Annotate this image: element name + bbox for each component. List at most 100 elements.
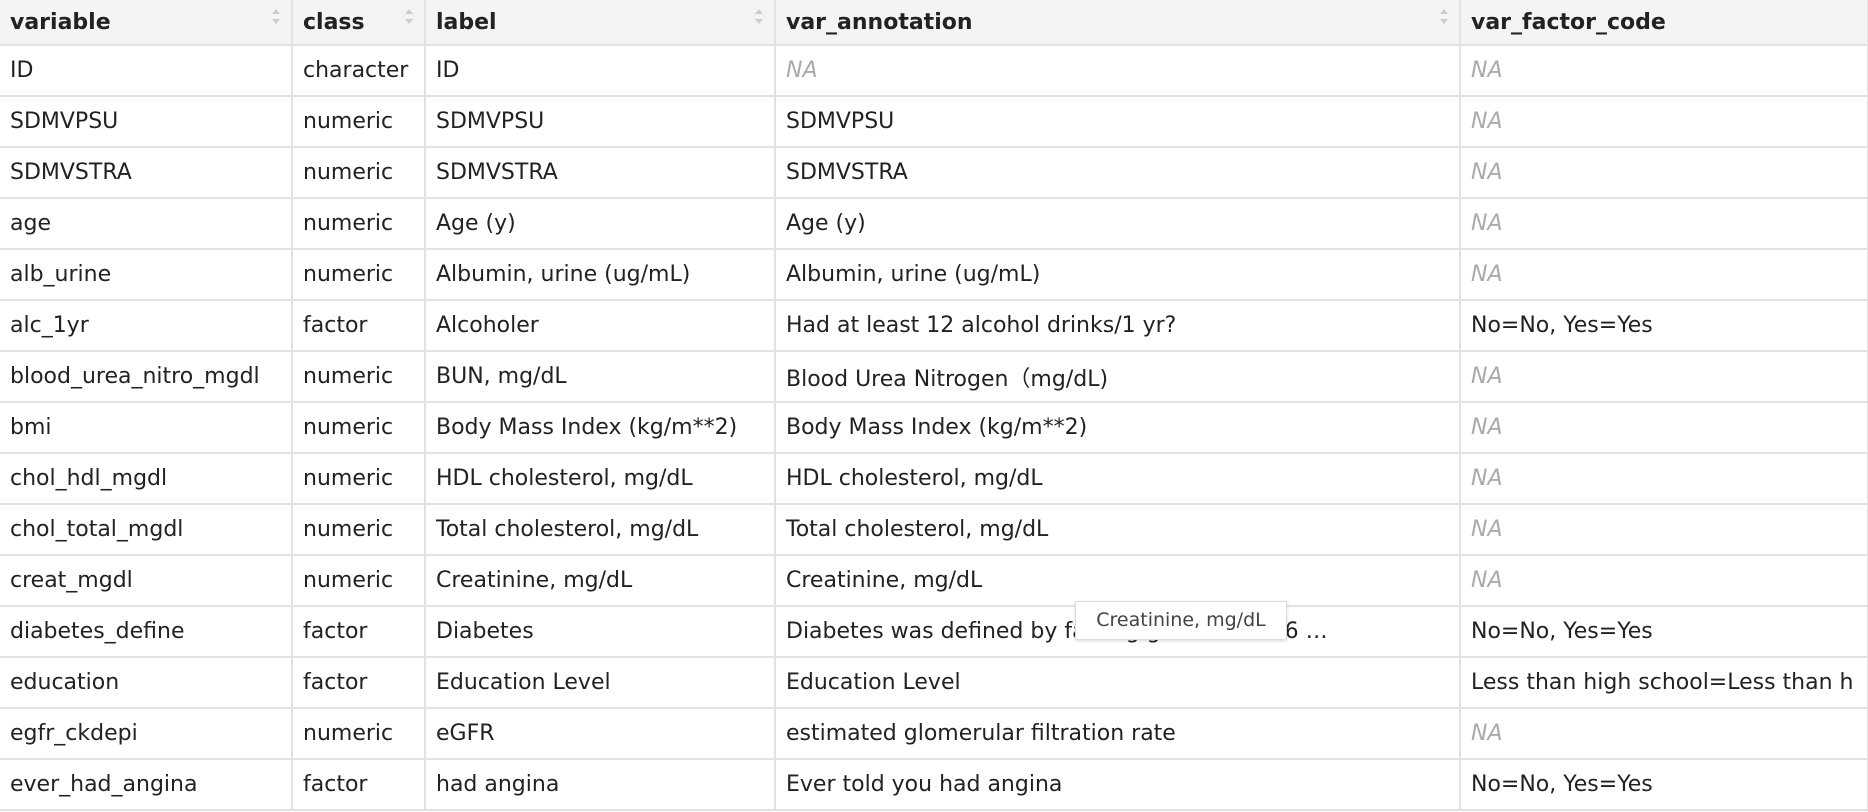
sort-icon[interactable]	[1439, 6, 1449, 28]
sort-icon[interactable]	[271, 6, 281, 28]
table-cell: NA	[1460, 708, 1868, 760]
table-cell: Ever told you had angina	[775, 759, 1461, 811]
table-row: SDMVPSU numeric SDMVPSU SDMVPSU NA	[0, 96, 1868, 148]
table-cell: Diabetes	[425, 606, 776, 658]
table-cell: SDMVSTRA	[775, 147, 1461, 199]
table-cell: NA	[1460, 198, 1868, 250]
table-cell: education	[0, 657, 293, 709]
table-cell: alc_1yr	[0, 300, 293, 352]
column-title: label	[436, 9, 497, 35]
table-cell: Total cholesterol, mg/dL	[775, 504, 1461, 556]
table-cell: alb_urine	[0, 249, 293, 301]
table-cell: BUN, mg/dL	[425, 351, 776, 403]
table-cell: Body Mass Index (kg/m**2)	[425, 402, 776, 454]
table-cell: No=No, Yes=Yes	[1460, 759, 1868, 811]
table-cell: Total cholesterol, mg/dL	[425, 504, 776, 556]
table-cell: Education Level	[425, 657, 776, 709]
table-cell: Albumin, urine (ug/mL)	[775, 249, 1461, 301]
table-cell: SDMVSTRA	[0, 147, 293, 199]
table-row: chol_hdl_mgdl numeric HDL cholesterol, mg/…	[0, 453, 1868, 505]
table-row: alb_urine numeric Albumin, urine (ug/mL) Al…	[0, 249, 1868, 301]
table-row: egfr_ckdepi numeric eGFR estimated glomerul…	[0, 708, 1868, 760]
column-header[interactable]: var_factor_code	[1460, 0, 1868, 46]
column-title: variable	[10, 9, 111, 35]
table-row: alc_1yr factor Alcoholer Had at least 12 al…	[0, 300, 1868, 352]
column-header[interactable]: label	[425, 0, 776, 46]
table-cell: NA	[1460, 453, 1868, 505]
sort-icon[interactable]	[404, 6, 414, 28]
table-cell: Blood Urea Nitrogen（mg/dL)	[775, 351, 1461, 403]
table-row: blood_urea_nitro_mgdl numeric BUN, mg/dL Bl…	[0, 351, 1868, 403]
table-cell: NA	[1460, 147, 1868, 199]
table-cell: chol_hdl_mgdl	[0, 453, 293, 505]
table-cell: numeric	[292, 708, 426, 760]
table-cell: Body Mass Index (kg/m**2)	[775, 402, 1461, 454]
table-cell: bmi	[0, 402, 293, 454]
table-cell: Education Level	[775, 657, 1461, 709]
table-cell: diabetes_define	[0, 606, 293, 658]
table-cell: numeric	[292, 555, 426, 607]
table-cell: numeric	[292, 402, 426, 454]
table-cell: Creatinine, mg/dL	[425, 555, 776, 607]
table-cell: NA	[1460, 351, 1868, 403]
table-cell: ever_had_angina	[0, 759, 293, 811]
table-cell: HDL cholesterol, mg/dL	[425, 453, 776, 505]
table-row: SDMVSTRA numeric SDMVSTRA SDMVSTRA NA	[0, 147, 1868, 199]
table-cell: Creatinine, mg/dL	[775, 555, 1461, 607]
table-cell: age	[0, 198, 293, 250]
table-row: chol_total_mgdl numeric Total cholesterol,…	[0, 504, 1868, 556]
table-cell: eGFR	[425, 708, 776, 760]
table-row: ID character ID NA NA	[0, 45, 1868, 97]
table-cell: numeric	[292, 147, 426, 199]
table-cell: NA	[1460, 45, 1868, 97]
table-cell: SDMVPSU	[0, 96, 293, 148]
table-cell: numeric	[292, 249, 426, 301]
table-cell: Alcoholer	[425, 300, 776, 352]
table-cell: numeric	[292, 453, 426, 505]
table-cell: numeric	[292, 351, 426, 403]
table-cell: SDMVPSU	[775, 96, 1461, 148]
table-cell: creat_mgdl	[0, 555, 293, 607]
table-cell: NA	[1460, 555, 1868, 607]
column-header[interactable]: variable	[0, 0, 293, 46]
table-cell: Age (y)	[775, 198, 1461, 250]
table-cell: blood_urea_nitro_mgdl	[0, 351, 293, 403]
column-title: class	[303, 9, 365, 35]
table-row: diabetes_define factor Diabetes Diabetes wa…	[0, 606, 1868, 658]
table-cell: ID	[425, 45, 776, 97]
table-row: ever_had_angina factor had angina Ever told…	[0, 759, 1868, 811]
table-cell: egfr_ckdepi	[0, 708, 293, 760]
table-cell: estimated glomerular filtration rate	[775, 708, 1461, 760]
table-cell: Less than high school=Less than h	[1460, 657, 1868, 709]
table-cell: numeric	[292, 198, 426, 250]
table-cell: NA	[775, 45, 1461, 97]
table-cell: NA	[1460, 96, 1868, 148]
table-cell: numeric	[292, 96, 426, 148]
table-cell: SDMVPSU	[425, 96, 776, 148]
table-row: bmi numeric Body Mass Index (kg/m**2) Body …	[0, 402, 1868, 454]
tooltip: Creatinine, mg/dL	[1075, 601, 1287, 640]
table-row: creat_mgdl numeric Creatinine, mg/dL Creati…	[0, 555, 1868, 607]
table-cell: HDL cholesterol, mg/dL	[775, 453, 1461, 505]
column-header[interactable]: class	[292, 0, 426, 46]
table-row: age numeric Age (y) Age (y) NA	[0, 198, 1868, 250]
table-cell: factor	[292, 606, 426, 658]
table-cell: ID	[0, 45, 293, 97]
column-title: var_factor_code	[1471, 9, 1666, 35]
sort-icon[interactable]	[754, 6, 764, 28]
table-cell: factor	[292, 300, 426, 352]
table-cell: No=No, Yes=Yes	[1460, 300, 1868, 352]
table-row: education factor Education Level Education …	[0, 657, 1868, 709]
table-cell: NA	[1460, 504, 1868, 556]
table-cell: factor	[292, 657, 426, 709]
header-row: variable class label var_annotation var_fact…	[0, 0, 1868, 46]
column-title: var_annotation	[786, 9, 973, 35]
table-cell: SDMVSTRA	[425, 147, 776, 199]
table-cell: character	[292, 45, 426, 97]
column-header[interactable]: var_annotation	[775, 0, 1461, 46]
table-cell: factor	[292, 759, 426, 811]
table-cell: had angina	[425, 759, 776, 811]
table-body: ID character ID NA NA SDMVPSU numeric SDMVPSU SD…	[0, 45, 1868, 811]
